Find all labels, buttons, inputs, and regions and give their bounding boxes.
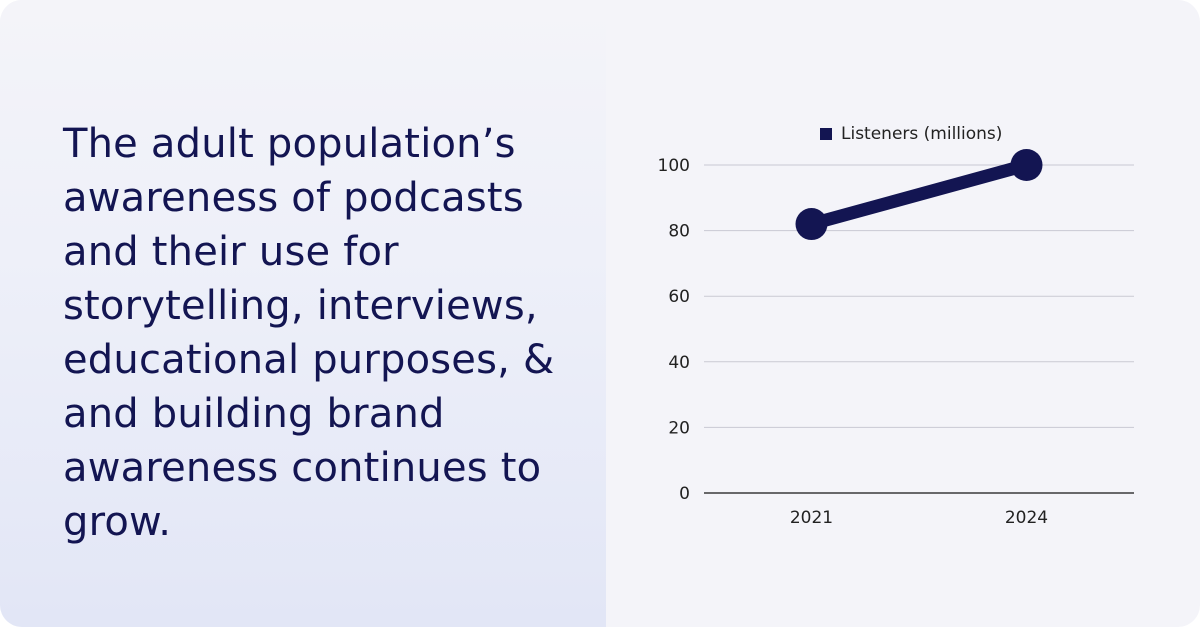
y-tick-label: 80 [668,222,690,242]
data-point [1010,149,1043,181]
x-axis-ticks: 2021 2024 [790,508,1048,528]
chart-legend: Listeners (millions) [820,124,1002,144]
legend-label: Listeners (millions) [841,124,1002,144]
y-tick-label: 60 [668,287,690,307]
series-line [805,158,1033,231]
text-panel: The adult population’s awareness of podc… [0,0,606,627]
chart-grid [704,164,1134,494]
y-tick-label: 100 [658,156,690,176]
chart-container: Listeners (millions) 0 20 40 60 80 100 2021 20… [620,110,1160,540]
data-point [795,208,828,241]
headline-text: The adult population’s awareness of podc… [63,121,555,545]
chart-series [795,149,1043,241]
x-tick-label: 2021 [790,508,833,528]
y-tick-label: 40 [668,353,690,373]
y-tick-label: 20 [668,418,690,438]
x-tick-label: 2024 [1005,508,1048,528]
y-tick-label: 0 [679,484,690,504]
legend-swatch [820,128,832,140]
y-axis-ticks: 0 20 40 60 80 100 [658,156,690,504]
